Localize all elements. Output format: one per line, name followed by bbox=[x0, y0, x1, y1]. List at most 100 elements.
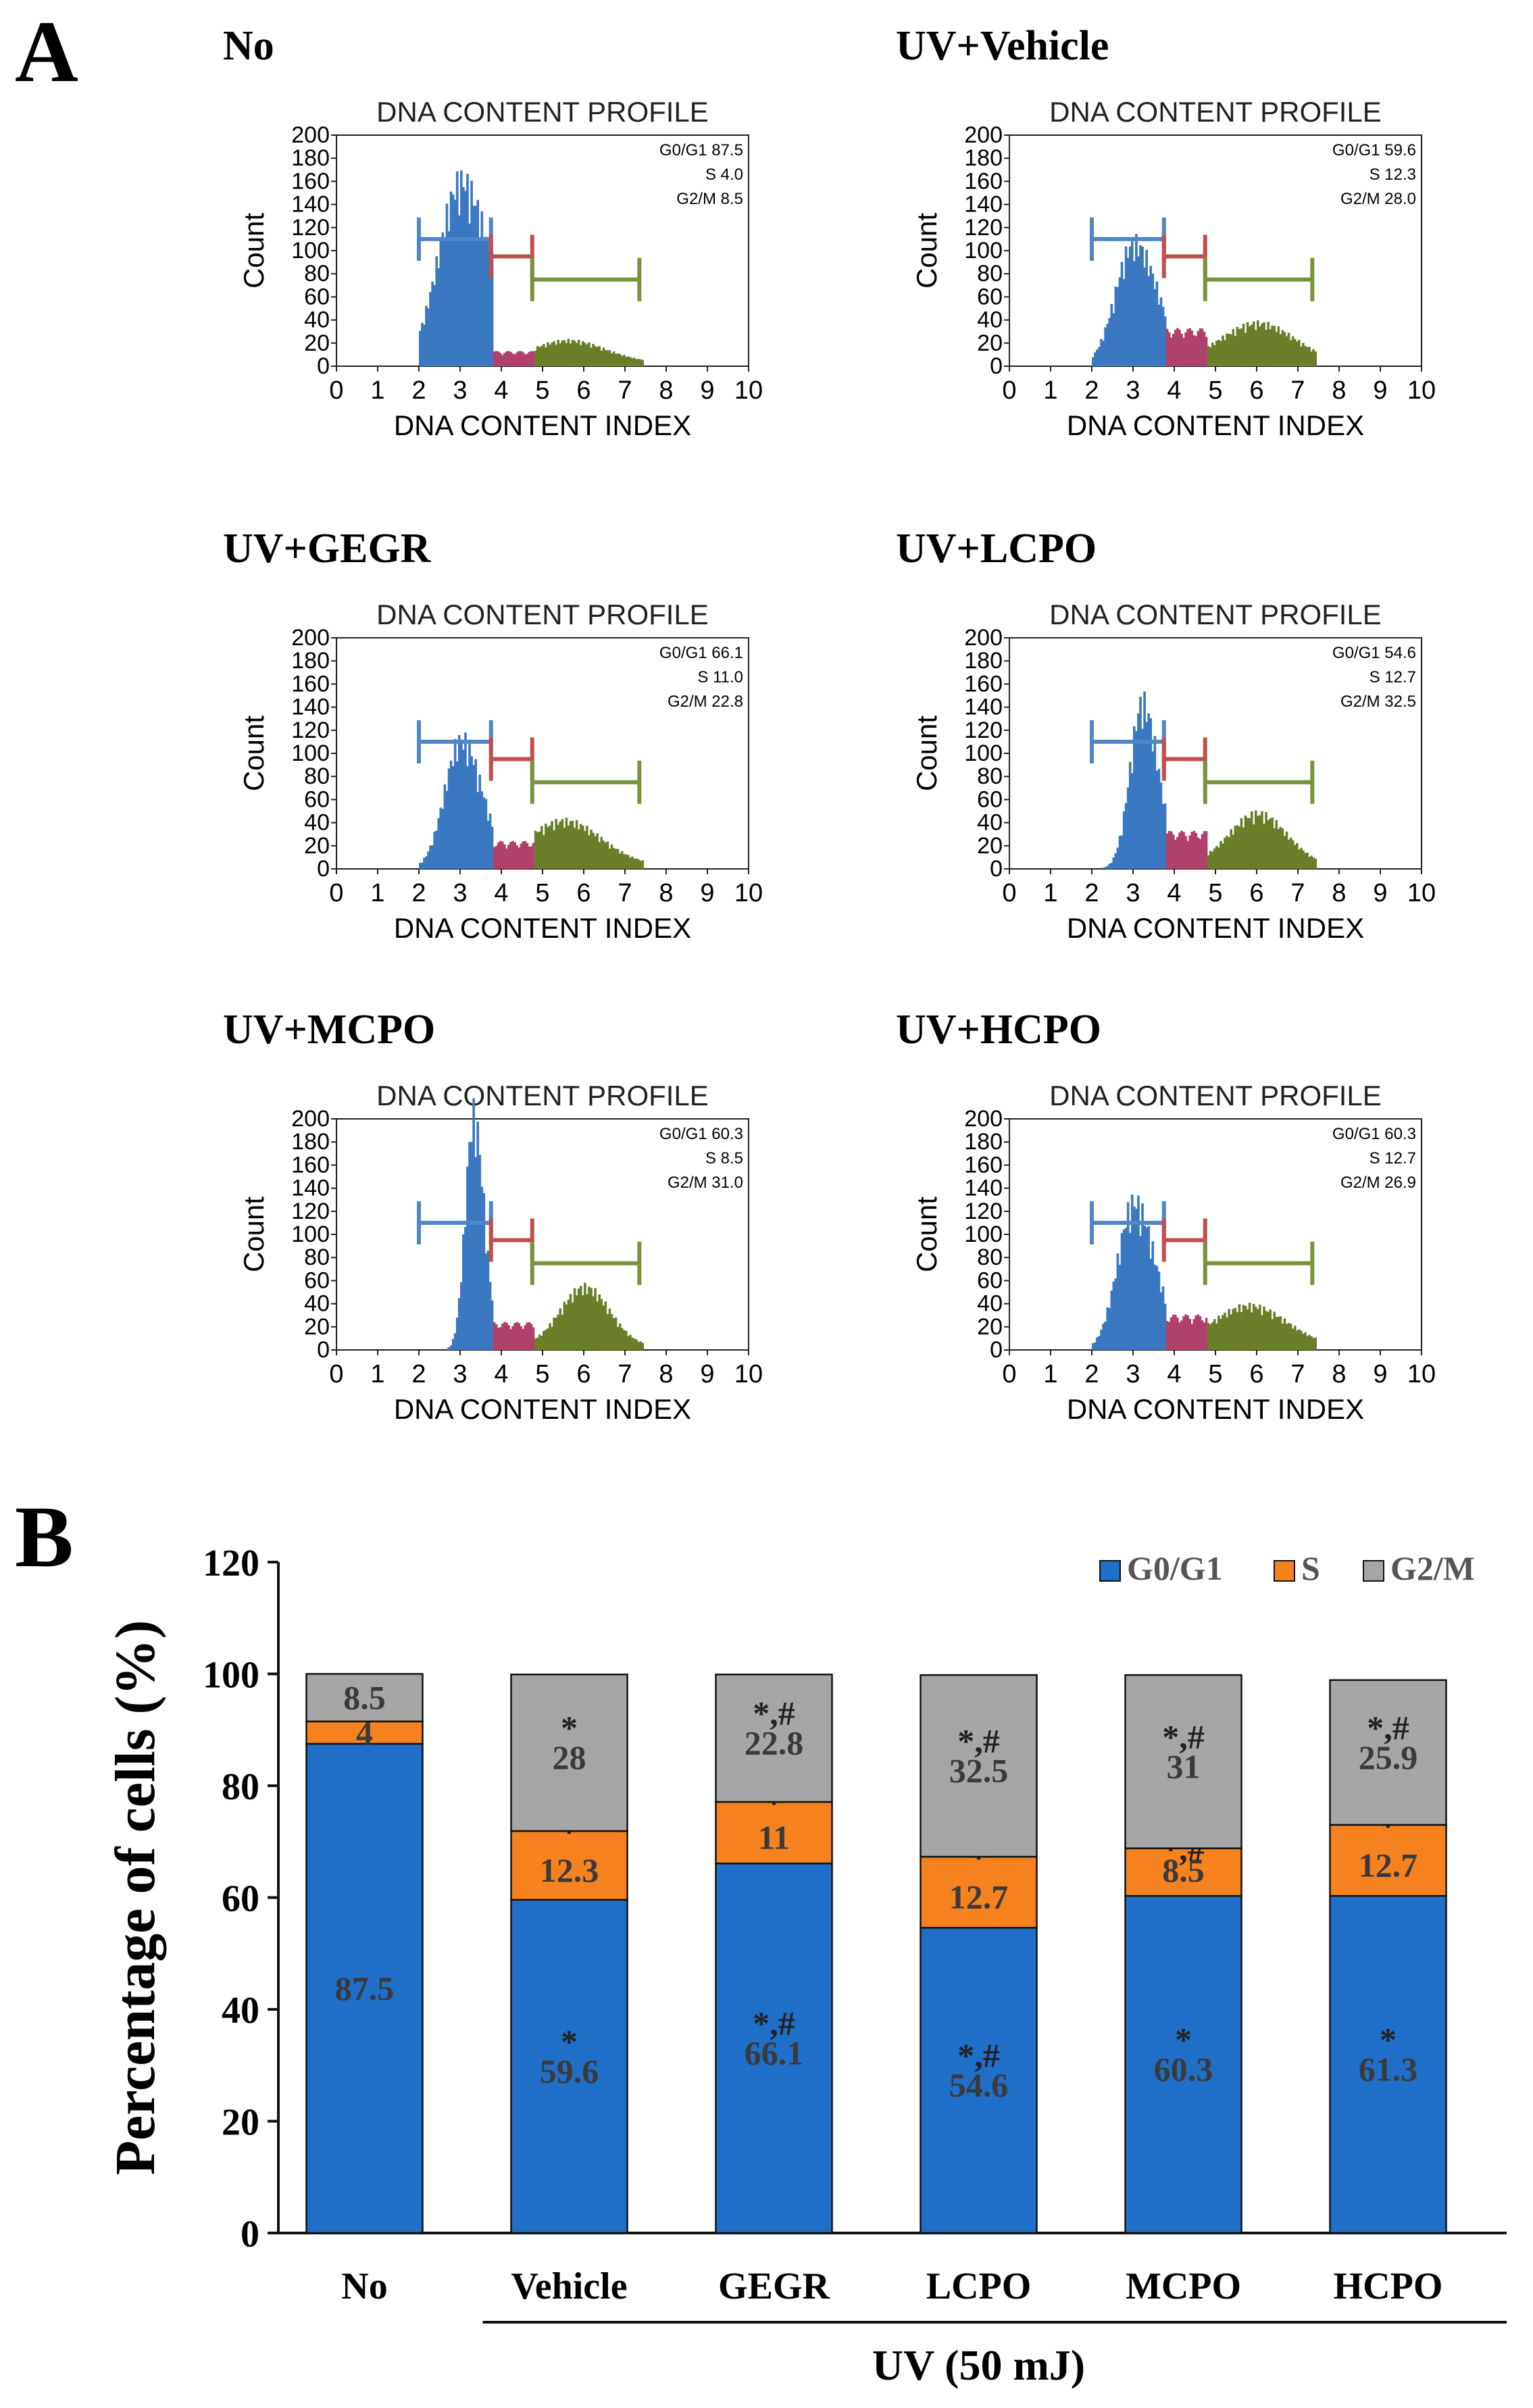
histogram-bar bbox=[1291, 336, 1295, 366]
histogram-xtick-label: 0 bbox=[1002, 1360, 1016, 1388]
histogram-xtick-label: 2 bbox=[411, 1360, 426, 1388]
histogram-bar bbox=[641, 1343, 645, 1350]
stat-g2m: G2/M 32.5 bbox=[1340, 693, 1416, 711]
histogram-bar bbox=[486, 1251, 490, 1350]
histogram-bar bbox=[1222, 843, 1224, 869]
histogram-condition-label: UV+GEGR bbox=[223, 526, 432, 572]
histogram-bar bbox=[606, 841, 609, 869]
histogram-xtick-label: 9 bbox=[700, 879, 714, 907]
histogram-bar bbox=[1257, 320, 1259, 366]
histogram-bar bbox=[1240, 328, 1243, 366]
histogram-ylabel: Count bbox=[911, 1197, 943, 1272]
histogram-bar bbox=[1228, 334, 1230, 366]
histogram-bar bbox=[614, 849, 618, 869]
histogram-bar bbox=[1110, 1290, 1113, 1350]
histogram-bar bbox=[1139, 697, 1142, 869]
histogram-bar bbox=[1236, 825, 1239, 869]
histogram-bar bbox=[559, 821, 562, 869]
histogram-bar bbox=[635, 858, 638, 869]
histogram-bar bbox=[480, 1186, 484, 1350]
histogram-bar bbox=[1244, 332, 1247, 366]
histogram-bar bbox=[526, 353, 529, 366]
bar-value-label: 87.5 bbox=[335, 1970, 395, 2007]
histogram-bar bbox=[1153, 289, 1157, 366]
x-category-label: No bbox=[341, 2265, 387, 2307]
histogram-frame bbox=[1009, 134, 1422, 367]
histogram-bar bbox=[462, 1234, 465, 1350]
histogram-bar bbox=[1108, 318, 1111, 366]
histogram-bar bbox=[499, 841, 502, 869]
histogram-bar bbox=[1211, 343, 1214, 366]
histogram-xtick-label: 4 bbox=[1167, 879, 1181, 907]
histogram-bar bbox=[1261, 323, 1263, 366]
histogram-bar bbox=[1102, 1324, 1105, 1350]
histogram-bar bbox=[1252, 321, 1255, 366]
histogram-bar bbox=[627, 356, 630, 366]
histogram-bar bbox=[1128, 1232, 1132, 1350]
histogram-bar bbox=[1224, 340, 1226, 366]
histogram-bar bbox=[536, 1338, 539, 1350]
histogram-xtick-label: 5 bbox=[535, 1360, 549, 1388]
histogram-bar bbox=[1151, 1241, 1155, 1350]
histogram-bar bbox=[1207, 855, 1210, 869]
histogram-bar bbox=[1147, 1226, 1150, 1350]
histogram-bar bbox=[480, 211, 484, 366]
histogram-bar bbox=[1195, 1315, 1198, 1350]
histogram-bar bbox=[551, 821, 553, 869]
histogram-bar bbox=[633, 1338, 636, 1350]
histogram-ytick-label: 60 bbox=[977, 786, 1003, 812]
histogram-bar bbox=[516, 1322, 518, 1350]
histogram-bar bbox=[559, 1308, 562, 1350]
histogram-ytick-label: 200 bbox=[964, 1106, 1003, 1132]
histogram-bar bbox=[1230, 829, 1232, 869]
histogram-bar bbox=[534, 1338, 537, 1350]
histogram-bar bbox=[1190, 1324, 1194, 1350]
histogram-bar bbox=[468, 223, 471, 366]
histogram-bar bbox=[524, 1325, 527, 1350]
histogram-bar bbox=[1300, 1330, 1303, 1350]
histogram-bar bbox=[577, 339, 580, 366]
histogram-bar bbox=[439, 807, 443, 869]
legend-swatch bbox=[1363, 1560, 1384, 1582]
histogram-xtick-label: 4 bbox=[494, 879, 508, 907]
histogram-bar bbox=[1287, 839, 1290, 869]
histogram-bar bbox=[1248, 818, 1251, 869]
histogram-bar bbox=[1283, 1318, 1286, 1350]
histogram-xtick-label: 10 bbox=[734, 1360, 763, 1388]
histogram-bar bbox=[543, 834, 545, 869]
histogram-bar bbox=[1252, 1304, 1255, 1350]
histogram-bar bbox=[1139, 245, 1142, 366]
histogram-ytick-label: 120 bbox=[291, 718, 330, 743]
histogram-bar bbox=[590, 1288, 593, 1350]
histogram-bar bbox=[635, 359, 638, 366]
histogram-bar bbox=[495, 351, 498, 366]
histogram-bar bbox=[1186, 328, 1189, 366]
histogram-bar bbox=[575, 1295, 578, 1350]
histogram-bar bbox=[1285, 1324, 1288, 1350]
histogram-ytick-label: 40 bbox=[977, 307, 1003, 333]
histogram-bar bbox=[612, 351, 615, 366]
histogram-bar bbox=[507, 1325, 510, 1350]
histogram-bar bbox=[1281, 330, 1284, 366]
histogram-xtick-label: 9 bbox=[1373, 1360, 1387, 1388]
histogram-bar bbox=[1096, 349, 1099, 366]
histogram-title: DNA CONTENT PROFILE bbox=[376, 96, 709, 128]
histogram-bar bbox=[447, 231, 451, 366]
histogram-bar bbox=[433, 284, 436, 366]
histogram-bar bbox=[1159, 297, 1163, 366]
histogram-bar bbox=[606, 1313, 609, 1350]
bar-value-label: 22.8 bbox=[745, 1724, 804, 1762]
histogram-bar bbox=[449, 191, 453, 366]
stat-g0g1: G0/G1 87.5 bbox=[659, 141, 743, 159]
histogram-bar bbox=[478, 241, 482, 366]
histogram-bar bbox=[1217, 1315, 1220, 1350]
histogram-bar bbox=[557, 824, 559, 869]
histogram-bar bbox=[1277, 828, 1280, 869]
histogram-bar bbox=[486, 239, 490, 366]
histogram-bar bbox=[457, 734, 461, 869]
histogram-xlabel: DNA CONTENT INDEX bbox=[1067, 1393, 1364, 1425]
histogram-bar bbox=[553, 830, 555, 869]
histogram-bar bbox=[625, 854, 628, 869]
histogram-xtick-label: 10 bbox=[1407, 879, 1436, 907]
histogram-bar bbox=[1110, 862, 1113, 869]
